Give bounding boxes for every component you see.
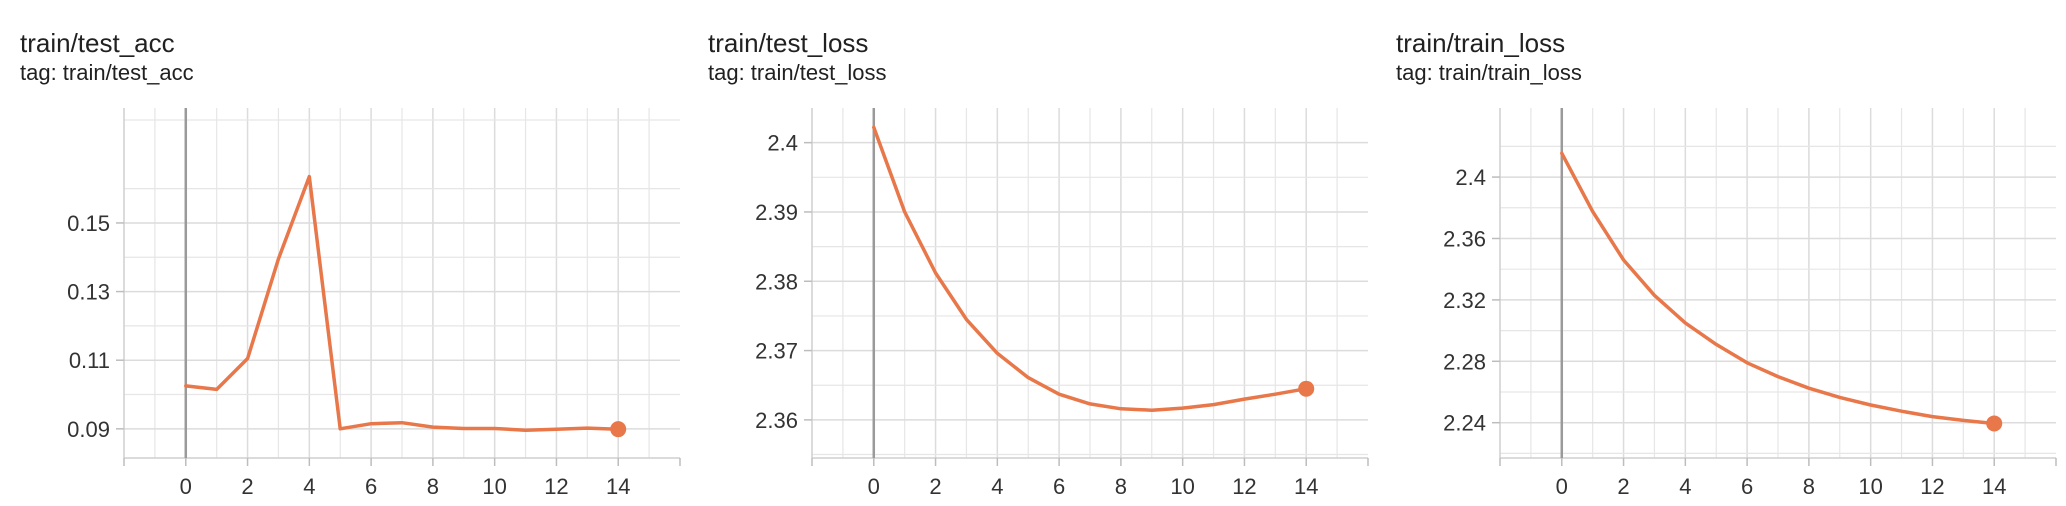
chart-title: train/test_acc [20, 28, 175, 58]
y-tick-label: 0.11 [69, 348, 110, 373]
x-tick-label: 6 [1053, 474, 1065, 499]
x-tick-label: 14 [1982, 474, 2006, 499]
chart-card-test-acc: train/test_acc tag: train/test_acc 0.09 0… [0, 0, 688, 506]
x-tick-label: 14 [606, 474, 630, 499]
x-tick-label: 2 [241, 474, 253, 499]
chart-tag: tag: train/test_loss [708, 60, 887, 85]
line-chart-train-loss[interactable]: 2.24 2.28 2.32 2.36 2.4 0 2 4 6 8 10 12 14 [1376, 0, 2064, 506]
x-tick-label: 6 [365, 474, 377, 499]
x-tick-label: 12 [1920, 474, 1944, 499]
last-point-marker [610, 421, 627, 438]
x-tick-label: 8 [1115, 474, 1127, 499]
x-tick-label: 4 [1679, 474, 1691, 499]
chart-tag: tag: train/train_loss [1396, 60, 1582, 85]
last-point-marker [1986, 415, 2003, 432]
x-tick-label: 4 [303, 474, 315, 499]
x-tick-label: 8 [1803, 474, 1815, 499]
x-tick-label: 2 [1617, 474, 1629, 499]
grid [1500, 108, 2056, 458]
y-tick-label: 2.36 [755, 408, 798, 433]
chart-title: train/test_loss [708, 28, 869, 58]
grid [124, 108, 680, 458]
y-tick-label: 2.32 [1443, 288, 1486, 313]
series-line [872, 125, 1308, 412]
y-tick-label: 2.4 [767, 131, 798, 156]
x-tick-label: 4 [991, 474, 1003, 499]
chart-title: train/train_loss [1396, 28, 1566, 58]
x-tick-label: 12 [1232, 474, 1256, 499]
x-tick-label: 2 [929, 474, 941, 499]
x-tick-label: 12 [544, 474, 568, 499]
x-tick-label: 0 [180, 474, 192, 499]
line-chart-test-loss[interactable]: 2.36 2.37 2.38 2.39 2.4 0 2 4 6 8 10 12 14 [688, 0, 1376, 506]
y-tick-label: 0.15 [67, 211, 110, 236]
y-tick-label: 2.39 [755, 200, 798, 225]
chart-card-test-loss: train/test_loss tag: train/test_loss 2.3… [688, 0, 1376, 506]
chart-card-train-loss: train/train_loss tag: train/train_loss 2… [1376, 0, 2064, 506]
x-tick-label: 14 [1294, 474, 1318, 499]
series-line [184, 174, 620, 432]
x-tick-label: 10 [482, 474, 506, 499]
series-line [1560, 151, 1996, 426]
x-tick-label: 10 [1170, 474, 1194, 499]
x-tick-label: 6 [1741, 474, 1753, 499]
y-tick-label: 2.24 [1443, 411, 1486, 436]
x-tick-label: 0 [1556, 474, 1568, 499]
y-tick-label: 2.4 [1455, 165, 1486, 190]
y-tick-label: 2.37 [755, 339, 798, 364]
last-point-marker [1298, 380, 1315, 397]
line-chart-test-acc[interactable]: 0.09 0.11 0.13 0.15 0 2 4 6 8 10 12 14 [0, 0, 688, 506]
y-tick-label: 0.09 [67, 417, 110, 442]
chart-tag: tag: train/test_acc [20, 60, 194, 85]
y-tick-label: 0.13 [67, 280, 110, 305]
y-tick-label: 2.36 [1443, 226, 1486, 251]
x-tick-label: 0 [868, 474, 880, 499]
y-tick-label: 2.38 [755, 269, 798, 294]
x-tick-label: 8 [427, 474, 439, 499]
y-tick-label: 2.28 [1443, 349, 1486, 374]
x-tick-label: 10 [1858, 474, 1882, 499]
